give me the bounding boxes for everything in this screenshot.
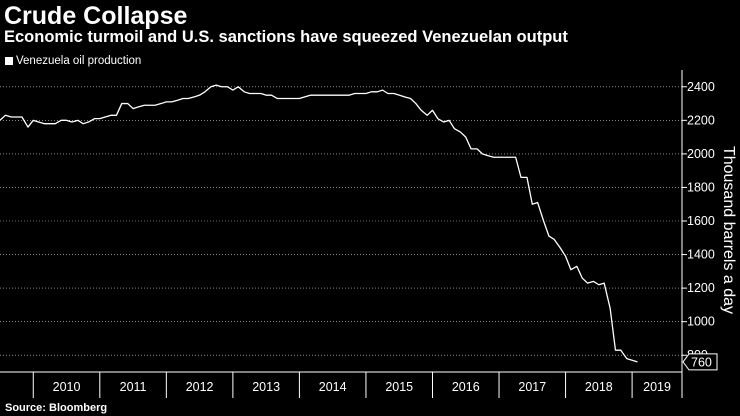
x-tick-label: 2015 [385, 380, 413, 394]
legend: Venezuela oil production [5, 55, 141, 67]
x-tick-label: 2016 [452, 380, 480, 394]
x-tick-label: 2011 [120, 380, 147, 394]
last-value-label: 760 [691, 355, 712, 369]
legend-swatch [5, 57, 13, 65]
y-tick-label: 1200 [687, 281, 715, 295]
legend-label: Venezuela oil production [16, 55, 142, 67]
last-value-badge: 760 [682, 353, 718, 371]
y-tick-label: 2400 [687, 80, 715, 94]
x-tick-label: 2013 [252, 380, 280, 394]
x-tick-label: 2012 [186, 380, 214, 394]
y-tick-label: 2200 [687, 113, 715, 127]
chart-title: Crude Collapse [4, 2, 188, 30]
y-tick-label: 1400 [687, 248, 715, 262]
chart-subtitle: Economic turmoil and U.S. sanctions have… [4, 28, 568, 46]
x-tick-label: 2018 [585, 380, 613, 394]
y-axis-title: Thousand barrels a day [720, 146, 737, 314]
y-tick-label: 1600 [687, 214, 715, 228]
x-tick-label: 2010 [53, 380, 81, 394]
y-tick-label: 2000 [687, 147, 715, 161]
source-note: Source: Bloomberg [5, 402, 108, 414]
y-tick-label: 1000 [687, 315, 715, 329]
y-tick-label: 1800 [687, 180, 715, 194]
x-tick-label: 2014 [319, 380, 347, 394]
x-tick-label: 2017 [518, 380, 546, 394]
y-axis: 80010001200140016001800200022002400 [681, 70, 715, 398]
series-line [0, 84, 638, 363]
x-tick-label: 2019 [643, 380, 671, 394]
gridlines [0, 86, 682, 356]
series-group [0, 84, 638, 363]
x-axis: 2010 2011 2012 2013 2014 2015 2016 2017 2018 2019 [0, 371, 682, 398]
last-value-badge-shape [682, 353, 718, 371]
